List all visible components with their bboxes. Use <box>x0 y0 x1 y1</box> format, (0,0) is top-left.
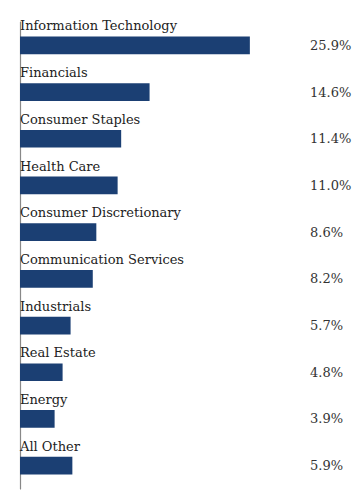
svg-text:All Other: All Other <box>19 439 81 454</box>
svg-text:Real Estate: Real Estate <box>20 345 96 360</box>
svg-text:Communication Services: Communication Services <box>20 252 184 267</box>
svg-text:5.9%: 5.9% <box>310 458 343 473</box>
svg-text:3.9%: 3.9% <box>310 411 343 426</box>
svg-text:Health Care: Health Care <box>20 159 101 174</box>
svg-text:Financials: Financials <box>20 65 88 80</box>
svg-text:Information Technology: Information Technology <box>20 18 178 33</box>
svg-text:8.2%: 8.2% <box>310 271 343 286</box>
svg-text:11.0%: 11.0% <box>310 178 351 193</box>
svg-text:8.6%: 8.6% <box>310 225 343 240</box>
svg-text:4.8%: 4.8% <box>310 365 343 380</box>
svg-text:11.4%: 11.4% <box>310 131 351 146</box>
svg-text:14.6%: 14.6% <box>310 85 351 100</box>
svg-text:Consumer Staples: Consumer Staples <box>20 112 140 127</box>
svg-text:25.9%: 25.9% <box>310 38 351 53</box>
svg-text:5.7%: 5.7% <box>310 318 343 333</box>
svg-text:Consumer Discretionary: Consumer Discretionary <box>20 205 182 220</box>
svg-text:Energy: Energy <box>20 392 68 407</box>
svg-text:Industrials: Industrials <box>20 299 91 314</box>
